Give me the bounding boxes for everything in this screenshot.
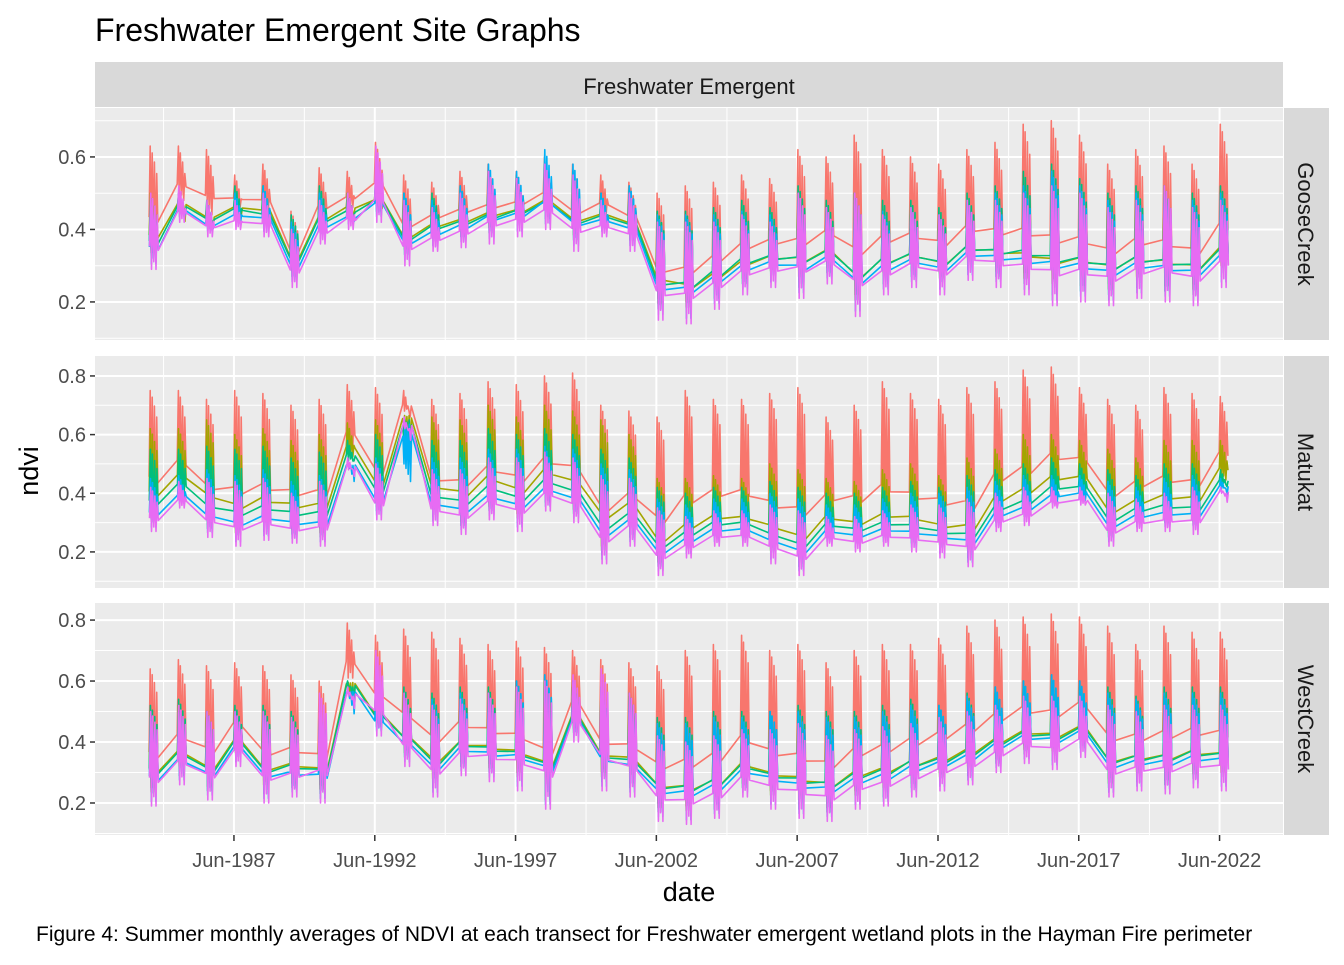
x-tick-label: Jun-2002 <box>615 850 698 872</box>
facet-row-strip <box>1284 108 1329 340</box>
x-axis-label: date <box>663 877 716 907</box>
facet-column-strip <box>95 62 1283 107</box>
y-axis-label: ndvi <box>14 446 44 496</box>
panel-goosecreek: 0.2 0.4 0.6 GooseCreek <box>58 108 1329 340</box>
y-tick-label: 0.8 <box>58 366 86 388</box>
figure-caption: Figure 4: Summer monthly averages of NDV… <box>36 923 1252 946</box>
x-tick-label: Jun-1997 <box>474 850 557 872</box>
y-tick-label: 0.8 <box>58 610 86 632</box>
series-line-5 <box>148 649 1230 826</box>
y-tick-label: 0.4 <box>58 219 86 241</box>
chart-title: Freshwater Emergent Site Graphs <box>95 12 581 48</box>
facet-column-label: Freshwater Emergent <box>583 74 795 99</box>
panel-matukat: 0.2 0.4 0.6 0.8 Matukat <box>58 356 1329 588</box>
x-tick-label: Jun-1992 <box>333 850 416 872</box>
y-tick-label: 0.4 <box>58 483 86 505</box>
facet-row-label: GooseCreek <box>1293 162 1318 287</box>
facet-row-label: Matukat <box>1293 433 1318 511</box>
y-tick-label: 0.2 <box>58 793 86 815</box>
series-line-5 <box>148 416 1230 577</box>
series-line-5 <box>148 145 1230 325</box>
x-tick-label: Jun-2007 <box>755 850 838 872</box>
x-tick-label: Jun-2012 <box>896 850 979 872</box>
panel-westcreek: 0.2 0.4 0.6 0.8 WestCreek <box>58 603 1329 835</box>
y-tick-label: 0.6 <box>58 671 86 693</box>
x-tick-label: Jun-2022 <box>1178 850 1261 872</box>
y-tick-label: 0.4 <box>58 732 86 754</box>
y-tick-label: 0.6 <box>58 147 86 169</box>
facet-row-strip <box>1284 603 1329 835</box>
y-tick-label: 0.2 <box>58 542 86 564</box>
y-tick-label: 0.6 <box>58 425 86 447</box>
facet-row-label: WestCreek <box>1293 665 1318 774</box>
x-tick-label: Jun-1987 <box>192 850 275 872</box>
facet-row-strip <box>1284 356 1329 588</box>
y-tick-label: 0.2 <box>58 292 86 314</box>
x-tick-label: Jun-2017 <box>1037 850 1120 872</box>
